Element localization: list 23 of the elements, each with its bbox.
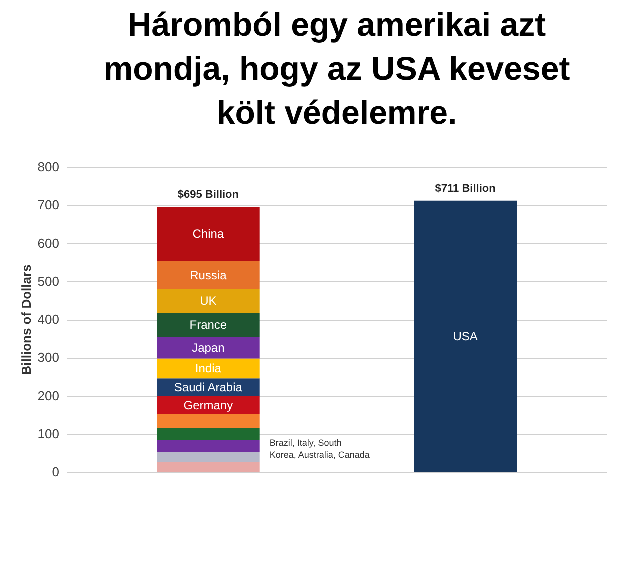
series-label: Russia (190, 268, 228, 282)
series-label: France (190, 318, 228, 332)
y-tick-label: 300 (38, 350, 60, 366)
y-tick-label: 0 (52, 464, 60, 480)
series-label: Japan (192, 340, 225, 355)
total-label: $711 Billion (435, 182, 496, 195)
series-label: Germany (184, 398, 234, 412)
y-tick-label: 500 (38, 274, 60, 289)
y-tick-label: 400 (38, 312, 60, 327)
series-label: USA (453, 329, 478, 344)
y-tick-label: 200 (38, 388, 60, 404)
y-tick-label: 800 (38, 160, 60, 174)
series-label: Saudi Arabia (174, 380, 243, 395)
series-label: India (195, 362, 222, 376)
annotation: Brazil, Italy, South Korea, Australia, Canada (270, 438, 370, 460)
y-axis-title: Billions of Dollars (18, 264, 34, 376)
total-label: $695 Billion (178, 189, 240, 202)
series-label: UK (200, 294, 217, 308)
chart-title: Háromból egy amerikai azt mondja, hogy az USA keveset költ védelemre. (104, 6, 570, 131)
y-tick-label: 600 (38, 236, 60, 251)
y-tick-label: 100 (38, 426, 60, 442)
series-label: China (192, 227, 224, 242)
y-tick-label: 700 (38, 198, 60, 213)
